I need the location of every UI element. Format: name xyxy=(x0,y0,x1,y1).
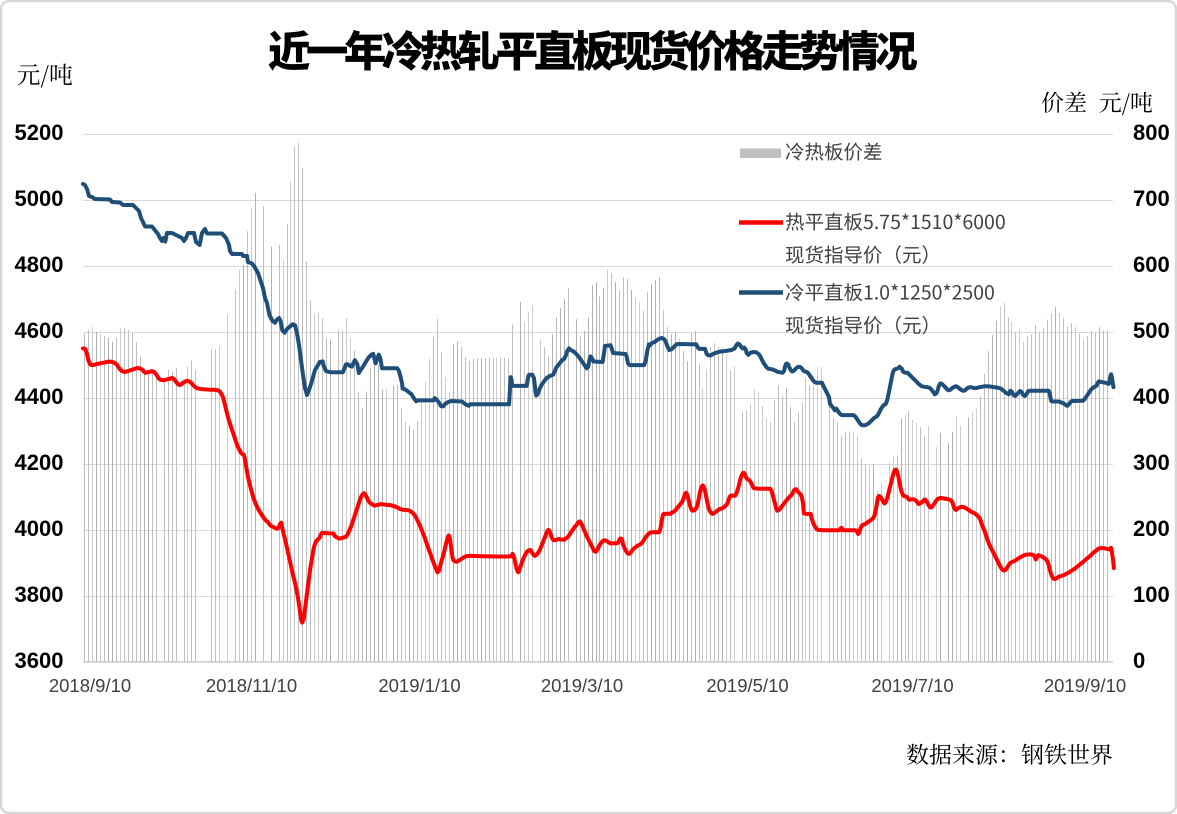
svg-text:2019/9/10: 2019/9/10 xyxy=(1044,675,1126,696)
svg-text:4200: 4200 xyxy=(15,450,64,475)
svg-text:200: 200 xyxy=(1133,516,1170,541)
svg-text:400: 400 xyxy=(1133,384,1170,409)
svg-text:3800: 3800 xyxy=(15,582,64,607)
svg-text:600: 600 xyxy=(1133,252,1170,277)
svg-text:5000: 5000 xyxy=(15,186,64,211)
svg-text:2018/9/10: 2018/9/10 xyxy=(49,675,131,696)
svg-text:2019/1/10: 2019/1/10 xyxy=(378,675,460,696)
svg-text:2019/5/10: 2019/5/10 xyxy=(706,675,788,696)
svg-text:100: 100 xyxy=(1133,582,1170,607)
svg-text:2019/3/10: 2019/3/10 xyxy=(541,675,623,696)
svg-text:4600: 4600 xyxy=(15,318,64,343)
svg-text:0: 0 xyxy=(1133,648,1145,673)
svg-text:5200: 5200 xyxy=(15,120,64,145)
svg-text:800: 800 xyxy=(1133,120,1170,145)
svg-text:700: 700 xyxy=(1133,186,1170,211)
svg-text:4800: 4800 xyxy=(15,252,64,277)
svg-text:2018/11/10: 2018/11/10 xyxy=(206,675,297,696)
svg-text:300: 300 xyxy=(1133,450,1170,475)
svg-text:3600: 3600 xyxy=(15,648,64,673)
svg-text:500: 500 xyxy=(1133,318,1170,343)
svg-text:4400: 4400 xyxy=(15,384,64,409)
svg-text:4000: 4000 xyxy=(15,516,64,541)
svg-text:2019/7/10: 2019/7/10 xyxy=(871,675,953,696)
